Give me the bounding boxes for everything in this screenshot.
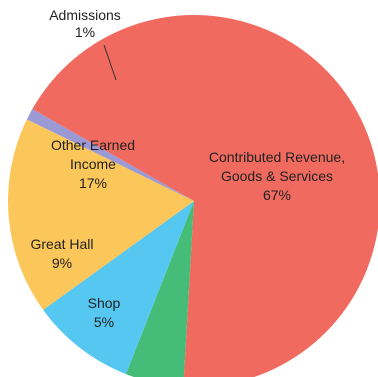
slice-great-hall: [43, 201, 194, 375]
slice-contributed-revenue: [32, 15, 378, 377]
slice-label-other-earned: Income: [70, 156, 116, 172]
slice-shop: [125, 201, 194, 377]
slice-label-shop: Shop: [88, 295, 121, 311]
slice-label-contributed: Contributed Revenue,: [209, 149, 345, 165]
admissions-leader-line: [103, 44, 117, 81]
slice-label-contributed: Goods & Services: [221, 168, 333, 184]
slice-label-admissions-value: 1%: [75, 24, 95, 40]
slice-other-earned-income: [7, 119, 195, 310]
slice-label-other-earned: Other Earned: [51, 137, 135, 153]
slice-label-great-hall: Great Hall: [30, 236, 93, 252]
slice-label-admissions: Admissions: [49, 7, 121, 23]
slice-label-great-hall-value: 9%: [52, 255, 72, 271]
slice-label-shop-value: 5%: [94, 314, 114, 330]
slice-label-contributed-value: 67%: [263, 187, 291, 203]
slice-label-other-earned-value: 17%: [79, 175, 107, 191]
slice-admissions: [26, 109, 194, 201]
